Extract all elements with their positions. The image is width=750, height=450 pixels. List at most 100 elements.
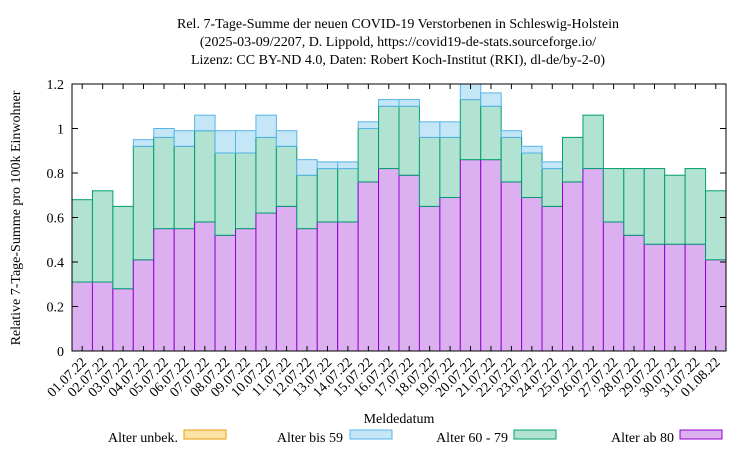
- bar-segment: [582, 168, 604, 352]
- bar-segment: [194, 221, 216, 352]
- bar-segment: [337, 168, 359, 223]
- y-axis-label: Relative 7-Tage-Summe pro 100k Einwohner: [9, 90, 24, 345]
- y-tick-label: 0: [57, 345, 64, 360]
- legend-swatch: [183, 429, 227, 440]
- bar-segment: [255, 212, 277, 352]
- bar-segment: [337, 221, 359, 352]
- bar-segment: [378, 99, 400, 107]
- bar-segment: [194, 130, 216, 223]
- bar-segment: [664, 174, 686, 245]
- bar-segment: [418, 136, 441, 207]
- bar-segment: [459, 159, 482, 352]
- chart-title: Rel. 7-Tage-Summe der neuen COVID-19 Ver…: [177, 17, 619, 68]
- bar-segment: [643, 243, 666, 352]
- bar-segment: [357, 128, 380, 183]
- bar-segment: [235, 130, 257, 154]
- bar-segment: [541, 205, 563, 352]
- bar-segment: [275, 205, 298, 352]
- bar-segment: [541, 161, 563, 170]
- bar-segment: [623, 234, 645, 352]
- bar-segment: [296, 159, 318, 176]
- bar-segment: [418, 121, 441, 138]
- bar-segment: [664, 243, 686, 352]
- bar-segment: [378, 105, 400, 170]
- bar-segment: [521, 145, 543, 154]
- bar-segment: [480, 92, 502, 107]
- bar-segment: [562, 136, 584, 183]
- bar-segment: [235, 152, 257, 230]
- bar-segment: [71, 199, 93, 283]
- legend-label: Alter 60 - 79: [436, 431, 508, 446]
- bar-segment: [521, 196, 543, 352]
- bar-segment: [602, 221, 625, 352]
- bar-segment: [562, 181, 584, 352]
- bar-segment: [255, 114, 277, 138]
- bar-segment: [275, 130, 298, 147]
- bars-layer: [71, 83, 727, 352]
- chart-title-line: Rel. 7-Tage-Summe der neuen COVID-19 Ver…: [177, 17, 619, 32]
- bar-segment: [398, 99, 420, 107]
- bar-segment: [357, 121, 380, 129]
- bar-segment: [602, 168, 625, 223]
- bar-segment: [398, 174, 420, 352]
- bar-segment: [500, 130, 523, 138]
- bar-segment: [623, 168, 645, 236]
- bar-segment: [214, 152, 236, 236]
- bar-segment: [378, 168, 400, 352]
- bar-segment: [541, 168, 563, 207]
- bar-segment: [418, 205, 441, 352]
- y-tick-label: 0.4: [47, 256, 65, 271]
- bar-segment: [132, 145, 155, 261]
- legend-label: Alter unbek.: [108, 431, 178, 446]
- bar-segment: [194, 114, 216, 132]
- bar-segment: [91, 190, 114, 283]
- bar-segment: [112, 205, 134, 290]
- legend-label: Alter bis 59: [277, 431, 343, 446]
- bar-segment: [480, 105, 502, 161]
- y-tick-label: 0.6: [47, 212, 65, 227]
- bar-segment: [357, 181, 380, 352]
- bar-segment: [684, 168, 707, 245]
- legend-swatch: [513, 429, 557, 440]
- bar-segment: [214, 234, 236, 352]
- bar-segment: [439, 196, 461, 352]
- bar-segment: [132, 139, 155, 147]
- bar-segment: [296, 174, 318, 230]
- y-tick-label: 1.2: [47, 78, 65, 93]
- bar-segment: [71, 281, 93, 352]
- bar-segment: [214, 130, 236, 154]
- chart-title-line: (2025-03-09/2207, D. Lippold, https://co…: [200, 35, 596, 50]
- bar-segment: [337, 161, 359, 170]
- bar-segment: [643, 168, 666, 245]
- x-axis-label: Meldedatum: [364, 412, 435, 427]
- bar-segment: [275, 145, 298, 207]
- bar-segment: [439, 121, 461, 138]
- bar-segment: [316, 168, 339, 223]
- legend-swatch: [679, 429, 723, 440]
- y-axis: 0 0.2 0.4 0.6 0.8 1 1.2: [47, 78, 726, 360]
- y-tick-label: 0.8: [47, 167, 65, 182]
- chart-title-line: Lizenz: CC BY-ND 4.0, Daten: Robert Koch…: [191, 53, 605, 68]
- bar-segment: [459, 99, 482, 161]
- y-tick-label: 1: [57, 123, 64, 138]
- bar-segment: [439, 136, 461, 198]
- bar-segment: [705, 259, 727, 352]
- bar-segment: [398, 105, 420, 176]
- legend-swatch: [349, 429, 393, 440]
- bar-segment: [91, 281, 114, 352]
- bar-segment: [684, 243, 707, 352]
- bar-segment: [132, 259, 155, 352]
- bar-segment: [112, 288, 134, 352]
- bar-segment: [235, 228, 257, 352]
- bar-segment: [521, 152, 543, 198]
- y-tick-label: 0.2: [47, 301, 65, 316]
- bar-segment: [500, 136, 523, 183]
- bar-segment: [582, 114, 604, 170]
- bar-segment: [153, 136, 175, 230]
- bar-segment: [153, 128, 175, 138]
- bar-segment: [255, 136, 277, 214]
- legend: Alter unbek. Alter bis 59 Alter 60 - 79 Alt…: [108, 429, 723, 446]
- bar-segment: [500, 181, 523, 352]
- bar-segment: [296, 228, 318, 352]
